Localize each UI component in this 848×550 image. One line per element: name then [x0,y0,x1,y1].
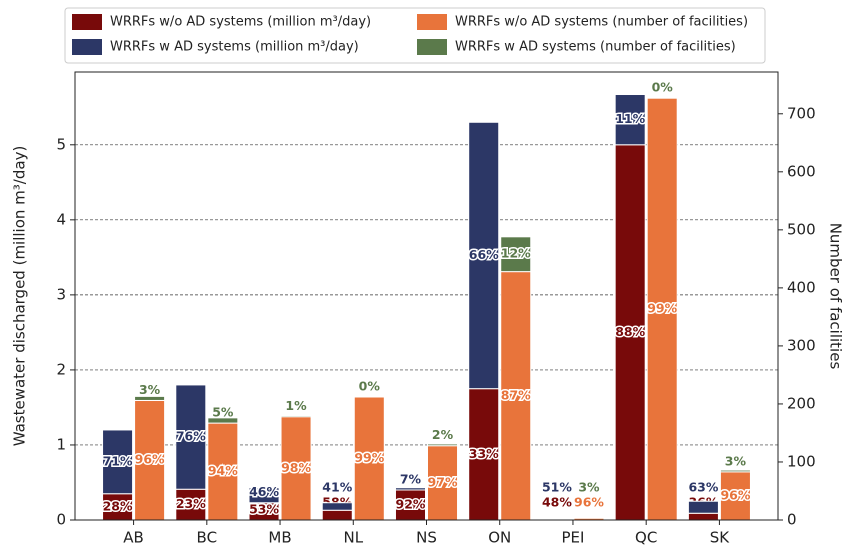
percent-label: 92% [396,496,426,511]
x-tick-label: MB [268,529,291,547]
x-tick-label: NS [416,529,437,547]
percent-label: 51% [542,480,572,495]
percent-label: 5% [212,405,234,420]
percent-label: 33% [469,446,499,461]
percent-label: 96% [574,495,604,510]
percent-label: 99% [647,301,677,316]
percent-label: 48% [542,495,572,510]
percent-label: 3% [139,382,161,397]
legend-box [64,7,766,64]
y2-tick-label: 0 [787,511,797,529]
bar-segment [500,236,532,273]
percent-label: 3% [578,480,600,495]
percent-label: 99% [354,450,384,465]
percent-label: 96% [720,487,750,502]
percent-label: 23% [176,496,206,511]
x-tick-label: PEI [561,529,584,547]
bar-segment [687,512,719,521]
y-tick-label: 3 [56,285,66,303]
bar-segment [646,97,678,99]
percent-label: 7% [400,471,422,486]
y2-tick-label: 100 [787,452,816,470]
y2-tick-label: 200 [787,394,816,412]
legend-swatch [72,39,102,55]
legend-swatch [417,39,447,55]
plot-frame [74,71,779,521]
bar-segment [719,469,751,473]
bar-segment [614,94,646,146]
x-tick-label: NL [343,529,363,547]
percent-label: 1% [285,398,307,413]
y2-tick-label: 300 [787,336,816,354]
bar-segment [175,384,207,490]
bar-segment [207,417,239,424]
bar-segment [468,121,500,390]
bar-segment [280,415,312,418]
bar-segment [394,487,427,491]
y2-tick-label: 400 [787,278,816,296]
percent-label: 96% [135,452,165,467]
percent-label: 71% [103,453,133,468]
percent-label: 94% [208,463,238,478]
x-tick-label: QC [635,529,657,547]
y-tick-label: 1 [56,435,66,453]
percent-label: 76% [176,429,206,444]
percent-label: 12% [501,246,531,261]
y-tick-label: 5 [56,135,66,153]
y-tick-label: 2 [56,360,66,378]
bar-segment [321,509,353,521]
legend-label: WRRFs w AD systems (number of facilities… [455,40,736,55]
percent-label: 66% [469,247,499,262]
y-axis-label: Wastewater discharged (million m³/day) [11,146,29,447]
y2-tick-label: 600 [787,162,816,180]
percent-label: 11% [615,111,645,126]
bar-segment [102,429,134,495]
bar-segment [614,144,646,521]
percent-label: 2% [432,427,454,442]
bar-segment [427,445,459,521]
bar-segment [541,517,573,520]
x-tick-label: ON [488,529,511,547]
bar-segment [353,395,385,398]
percent-label: 88% [615,324,645,339]
y2-tick-label: 700 [787,104,816,122]
bar-segment [687,500,719,514]
percent-label: 28% [103,498,133,513]
percent-label: 53% [249,502,279,517]
legend-label: WRRFs w/o AD systems (million m³/day) [110,15,371,30]
y2-tick-label: 500 [787,220,816,238]
bar-segment [134,395,166,401]
bar-segment [394,489,427,521]
bar-segment [134,399,166,521]
percent-label: 98% [281,460,311,475]
y2-axis-label: Number of facilities [827,223,845,370]
legend-swatch [72,14,102,30]
x-tick-label: BC [197,529,218,547]
bar-segment [321,502,353,511]
y-tick-label: 0 [56,511,66,529]
legend-swatch [417,14,447,30]
bar-segment [427,443,459,447]
percent-label: 97% [428,474,458,489]
percent-label: 63% [688,480,718,495]
x-tick-label: SK [710,529,731,547]
legend-label: WRRFs w AD systems (million m³/day) [110,40,359,55]
bar-segment [646,97,678,521]
percent-label: 46% [249,484,279,499]
percent-label: 0% [359,378,381,393]
percent-label: 3% [725,453,747,468]
percent-label: 0% [652,80,674,95]
percent-label: 87% [501,387,531,402]
percent-label: 41% [322,480,352,495]
y-tick-label: 4 [56,210,66,228]
legend-label: WRRFs w/o AD systems (number of faciliti… [455,15,748,30]
x-tick-label: AB [123,529,144,547]
bar-segment [248,487,280,504]
